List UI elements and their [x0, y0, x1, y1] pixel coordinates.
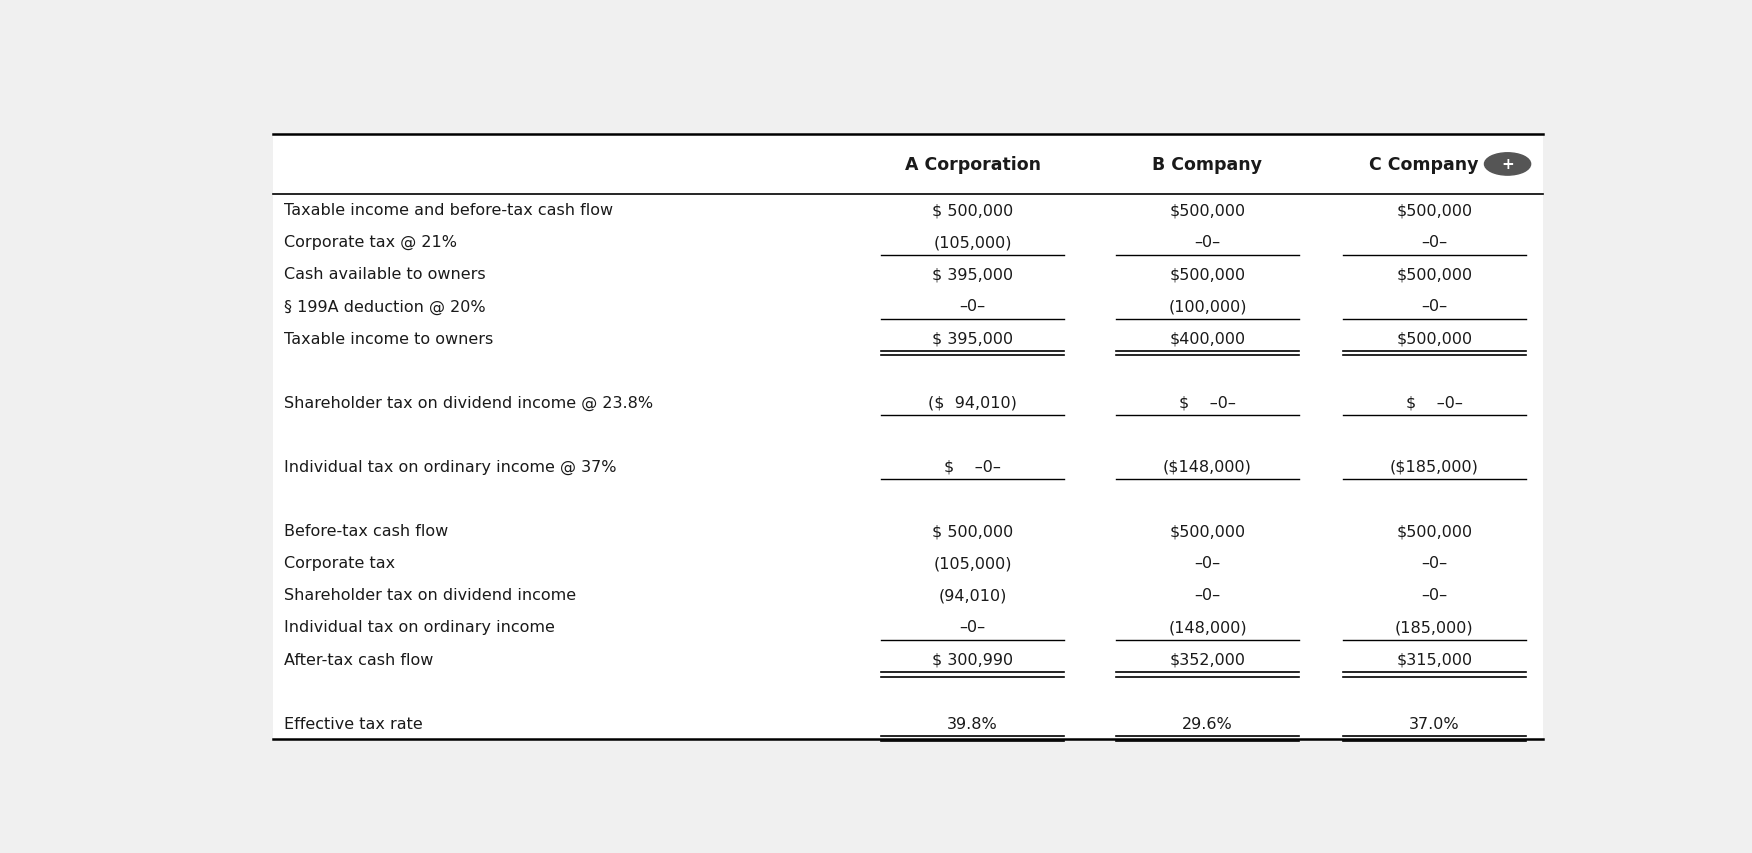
Text: –0–: –0– — [1421, 588, 1447, 603]
Text: Individual tax on ordinary income @ 37%: Individual tax on ordinary income @ 37% — [284, 459, 617, 474]
Text: Before-tax cash flow: Before-tax cash flow — [284, 524, 449, 538]
Text: +: + — [1501, 157, 1514, 172]
Text: 29.6%: 29.6% — [1183, 716, 1233, 731]
Text: Individual tax on ordinary income: Individual tax on ordinary income — [284, 620, 555, 635]
Text: ($185,000): ($185,000) — [1389, 460, 1479, 474]
Text: (105,000): (105,000) — [934, 555, 1013, 571]
Text: –0–: –0– — [1195, 588, 1221, 603]
Text: Taxable income to owners: Taxable income to owners — [284, 331, 494, 346]
Text: $    –0–: $ –0– — [1179, 395, 1235, 410]
Text: B Company: B Company — [1153, 156, 1263, 174]
Text: (100,000): (100,000) — [1169, 299, 1247, 314]
Text: $    –0–: $ –0– — [944, 460, 1000, 474]
Text: –0–: –0– — [960, 620, 986, 635]
Text: –0–: –0– — [1195, 555, 1221, 571]
Text: $ 300,990: $ 300,990 — [932, 652, 1013, 667]
Text: Corporate tax @ 21%: Corporate tax @ 21% — [284, 235, 457, 250]
Text: Cash available to owners: Cash available to owners — [284, 267, 485, 282]
Text: $500,000: $500,000 — [1396, 331, 1472, 346]
Text: $ 395,000: $ 395,000 — [932, 267, 1013, 282]
Text: $ 500,000: $ 500,000 — [932, 203, 1013, 218]
Text: –0–: –0– — [960, 299, 986, 314]
Text: $500,000: $500,000 — [1396, 203, 1472, 218]
Text: –0–: –0– — [1195, 235, 1221, 250]
Text: –0–: –0– — [1421, 299, 1447, 314]
Text: After-tax cash flow: After-tax cash flow — [284, 652, 433, 667]
Text: (94,010): (94,010) — [939, 588, 1007, 603]
Text: $ 395,000: $ 395,000 — [932, 331, 1013, 346]
Text: $    –0–: $ –0– — [1405, 395, 1463, 410]
Text: $352,000: $352,000 — [1170, 652, 1246, 667]
Text: ($  94,010): ($ 94,010) — [929, 395, 1016, 410]
Text: $500,000: $500,000 — [1169, 267, 1246, 282]
Text: –0–: –0– — [1421, 555, 1447, 571]
Text: (105,000): (105,000) — [934, 235, 1013, 250]
Text: Shareholder tax on dividend income @ 23.8%: Shareholder tax on dividend income @ 23.… — [284, 395, 653, 410]
Text: $315,000: $315,000 — [1396, 652, 1472, 667]
Text: –0–: –0– — [1421, 235, 1447, 250]
Text: § 199A deduction @ 20%: § 199A deduction @ 20% — [284, 299, 485, 314]
Text: A Corporation: A Corporation — [904, 156, 1041, 174]
Text: $500,000: $500,000 — [1396, 524, 1472, 538]
Text: 39.8%: 39.8% — [948, 716, 999, 731]
Text: Corporate tax: Corporate tax — [284, 555, 396, 571]
Text: ($148,000): ($148,000) — [1163, 460, 1253, 474]
Text: $500,000: $500,000 — [1169, 203, 1246, 218]
Text: Taxable income and before-tax cash flow: Taxable income and before-tax cash flow — [284, 203, 613, 218]
Text: 37.0%: 37.0% — [1409, 716, 1459, 731]
Text: Effective tax rate: Effective tax rate — [284, 716, 422, 731]
Text: $500,000: $500,000 — [1396, 267, 1472, 282]
Text: C Company: C Company — [1368, 156, 1479, 174]
Text: (148,000): (148,000) — [1169, 620, 1247, 635]
Text: Shareholder tax on dividend income: Shareholder tax on dividend income — [284, 588, 576, 603]
Text: $ 500,000: $ 500,000 — [932, 524, 1013, 538]
Text: $500,000: $500,000 — [1169, 524, 1246, 538]
Text: (185,000): (185,000) — [1395, 620, 1473, 635]
Text: $400,000: $400,000 — [1169, 331, 1246, 346]
Circle shape — [1484, 154, 1531, 176]
